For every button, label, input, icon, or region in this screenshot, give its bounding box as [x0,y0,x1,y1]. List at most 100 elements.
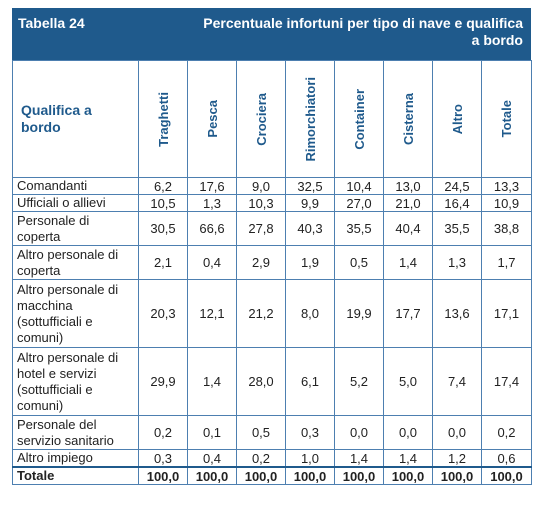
data-table-panel: Tabella 24 Percentuale infortuni per tip… [12,8,532,485]
table-cell: 35,5 [334,211,384,246]
table-row: Altro personale di hotel e servizi (sott… [12,347,532,416]
table-cell: 5,2 [334,347,384,416]
table-cell: 2,1 [138,245,188,280]
table-cell: 13,6 [432,279,482,348]
table-cell: 13,3 [481,177,532,195]
table-cell: 40,4 [383,211,433,246]
table-cell: 1,4 [383,245,433,280]
row-label: Ufficiali o allievi [12,194,139,212]
row-label: Altro impiego [12,449,139,468]
table-cell: 1,3 [187,194,237,212]
total-row: Totale 100,0 100,0 100,0 100,0 100,0 100,0 100,… [12,466,532,485]
table-cell: 7,4 [432,347,482,416]
table-row: Ufficiali o allievi 10,5 1,3 10,3 9,9 27,0 21,… [12,194,532,212]
total-cell: 100,0 [481,466,532,485]
column-header-container: Container [334,60,384,178]
table-cell: 1,4 [187,347,237,416]
table-cell: 27,0 [334,194,384,212]
table-cell: 9,0 [236,177,286,195]
table-title: Percentuale infortuni per tipo di nave e… [203,15,523,48]
table-row: Altro personale di macchina (sottufficia… [12,279,532,348]
total-cell: 100,0 [334,466,384,485]
table-cell: 0,0 [334,415,384,450]
table-cell: 1,3 [432,245,482,280]
row-header-label: Qualifica a bordo [12,60,139,178]
table-cell: 0,4 [187,449,237,468]
column-header-rimorchiatori: Rimorchiatori [285,60,335,178]
table-row: Personale di coperta 30,5 66,6 27,8 40,3 35,5… [12,211,532,246]
table-cell: 0,4 [187,245,237,280]
total-cell: 100,0 [236,466,286,485]
table-cell: 17,1 [481,279,532,348]
table-cell: 1,4 [383,449,433,468]
table-cell: 16,4 [432,194,482,212]
table-cell: 35,5 [432,211,482,246]
table-row: Altro impiego 0,3 0,4 0,2 1,0 1,4 1,4 1,2 0,6 [12,449,532,468]
table-cell: 20,3 [138,279,188,348]
table-cell: 21,0 [383,194,433,212]
table-cell: 0,6 [481,449,532,468]
table-cell: 0,0 [383,415,433,450]
column-header-pesca: Pesca [187,60,237,178]
table-row: Comandanti 6,2 17,6 9,0 32,5 10,4 13,0 24,5 13,3 [12,177,532,195]
table-cell: 0,1 [187,415,237,450]
table-cell: 10,5 [138,194,188,212]
table-cell: 40,3 [285,211,335,246]
table-cell: 1,0 [285,449,335,468]
table-cell: 1,2 [432,449,482,468]
table-cell: 10,9 [481,194,532,212]
column-header-altro: Altro [432,60,482,178]
table-cell: 17,7 [383,279,433,348]
table-cell: 0,5 [334,245,384,280]
table-number: Tabella 24 [18,15,85,31]
table-cell: 9,9 [285,194,335,212]
table-cell: 10,3 [236,194,286,212]
table-cell: 12,1 [187,279,237,348]
table-cell: 38,8 [481,211,532,246]
row-label: Altro personale di coperta [12,245,139,280]
table-cell: 0,3 [138,449,188,468]
table-cell: 5,0 [383,347,433,416]
table-cell: 8,0 [285,279,335,348]
column-header-traghetti: Traghetti [138,60,188,178]
table-row: Personale del servizio sanitario 0,2 0,1 0,… [12,415,532,450]
row-label: Altro personale di hotel e servizi (sott… [12,347,139,416]
total-cell: 100,0 [432,466,482,485]
table-cell: 19,9 [334,279,384,348]
table-cell: 1,7 [481,245,532,280]
total-cell: 100,0 [138,466,188,485]
total-row-label: Totale [12,466,139,485]
table-cell: 21,2 [236,279,286,348]
table-cell: 17,4 [481,347,532,416]
row-label: Personale di coperta [12,211,139,246]
table-cell: 30,5 [138,211,188,246]
table-cell: 24,5 [432,177,482,195]
total-cell: 100,0 [187,466,237,485]
total-cell: 100,0 [383,466,433,485]
table-cell: 0,2 [138,415,188,450]
table-cell: 32,5 [285,177,335,195]
table-cell: 0,5 [236,415,286,450]
table-cell: 17,6 [187,177,237,195]
table-cell: 10,4 [334,177,384,195]
row-label: Personale del servizio sanitario [12,415,139,450]
row-label: Altro personale di macchina (sottufficia… [12,279,139,348]
row-label: Comandanti [12,177,139,195]
table-cell: 0,2 [481,415,532,450]
table-row: Altro personale di coperta 2,1 0,4 2,9 1,9 0,… [12,245,532,280]
table-title-bar: Tabella 24 Percentuale infortuni per tip… [12,8,531,60]
table-cell: 0,2 [236,449,286,468]
table-cell: 6,2 [138,177,188,195]
column-header-totale: Totale [481,60,532,178]
table-cell: 2,9 [236,245,286,280]
table-cell: 13,0 [383,177,433,195]
column-header-row: Qualifica a bordo Traghetti Pesca Crocie… [12,60,532,178]
table-body: Comandanti 6,2 17,6 9,0 32,5 10,4 13,0 24,5 13,3… [12,177,532,485]
total-cell: 100,0 [285,466,335,485]
table-cell: 28,0 [236,347,286,416]
accident-percentage-table: Qualifica a bordo Traghetti Pesca Crocie… [12,60,532,485]
table-cell: 6,1 [285,347,335,416]
table-cell: 27,8 [236,211,286,246]
table-cell: 66,6 [187,211,237,246]
column-header-crociera: Crociera [236,60,286,178]
